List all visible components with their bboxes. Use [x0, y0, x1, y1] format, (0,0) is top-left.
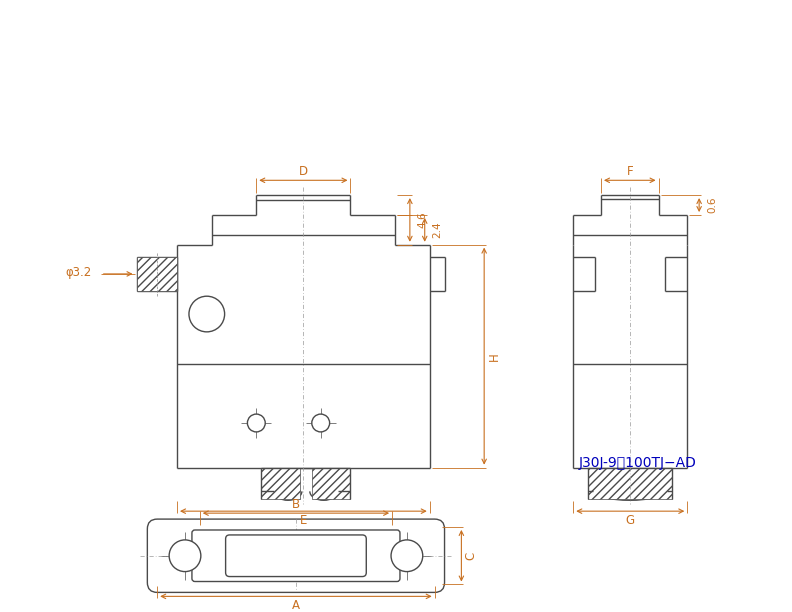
FancyBboxPatch shape	[147, 519, 444, 592]
Text: φ3.2: φ3.2	[66, 266, 92, 280]
Bar	[261, 468, 300, 499]
Bar	[588, 468, 672, 499]
Text: 4.6: 4.6	[417, 212, 428, 228]
Text: D: D	[299, 165, 308, 178]
Circle shape	[189, 296, 225, 332]
Text: A: A	[292, 599, 300, 612]
Bar	[312, 468, 350, 499]
Text: E: E	[299, 513, 307, 526]
Circle shape	[312, 414, 329, 432]
Text: C: C	[465, 551, 478, 560]
Bar	[138, 256, 177, 291]
Text: H: H	[488, 352, 501, 360]
Text: J30J-9～100TJ−AD: J30J-9～100TJ−AD	[578, 455, 696, 469]
Text: G: G	[626, 513, 635, 526]
FancyBboxPatch shape	[226, 535, 366, 577]
Circle shape	[391, 540, 423, 572]
Circle shape	[247, 414, 265, 432]
Text: 2.4: 2.4	[432, 222, 443, 238]
FancyBboxPatch shape	[192, 530, 400, 581]
Text: B: B	[292, 498, 300, 511]
Text: 0.6: 0.6	[707, 197, 717, 214]
Circle shape	[169, 540, 201, 572]
Text: F: F	[626, 165, 633, 178]
